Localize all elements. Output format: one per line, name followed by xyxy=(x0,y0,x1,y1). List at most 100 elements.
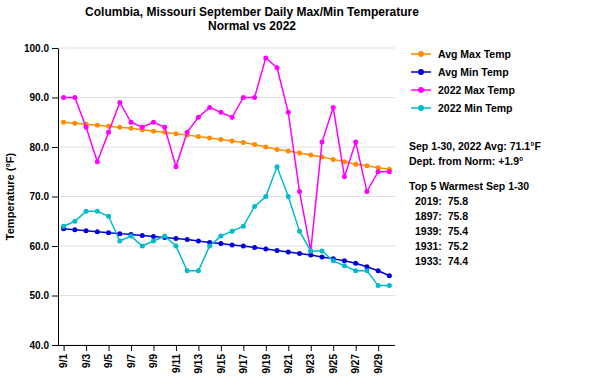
y-tick-label: 90.0 xyxy=(30,92,50,103)
legend-item: Avg Min Temp xyxy=(411,66,509,78)
x-tick: 9/29 xyxy=(373,345,384,373)
point xyxy=(387,283,392,288)
point xyxy=(196,268,201,273)
point xyxy=(185,268,190,273)
annotation: 1939: 75.4 xyxy=(415,225,468,237)
point xyxy=(95,229,100,234)
point xyxy=(319,140,324,145)
x-tick-label: 9/25 xyxy=(328,354,339,374)
x-tick: 9/21 xyxy=(283,345,294,373)
point xyxy=(275,248,280,253)
point xyxy=(353,268,358,273)
point xyxy=(61,224,66,229)
point xyxy=(207,136,212,141)
x-tick-label: 9/1 xyxy=(58,354,69,368)
point xyxy=(275,164,280,169)
point xyxy=(162,234,167,239)
x-tick-mark xyxy=(86,345,87,351)
annotation: Dept. from Norm: +1.9° xyxy=(409,155,523,167)
x-tick-mark xyxy=(64,345,65,351)
x-tick: 9/9 xyxy=(148,345,159,368)
y-tick-mark xyxy=(52,48,58,49)
point xyxy=(117,125,122,130)
point xyxy=(95,209,100,214)
point xyxy=(286,148,291,153)
y-tick: 70.0 xyxy=(30,191,58,202)
x-tick-label: 9/23 xyxy=(305,354,316,374)
point xyxy=(297,189,302,194)
annotations: Sep 1-30, 2022 Avg: 71.1°F Dept. from Nor… xyxy=(409,140,541,267)
x-tick-mark xyxy=(356,345,357,351)
point xyxy=(319,248,324,253)
series-line xyxy=(64,229,390,276)
point xyxy=(117,239,122,244)
point xyxy=(117,100,122,105)
x-tick-mark xyxy=(109,345,110,351)
x-tick-mark xyxy=(266,345,267,351)
point xyxy=(275,65,280,70)
y-tick-mark xyxy=(52,197,58,198)
point xyxy=(117,231,122,236)
point xyxy=(72,121,77,126)
x-tick: 9/25 xyxy=(328,345,339,373)
legend-marker xyxy=(418,51,424,57)
point xyxy=(230,243,235,248)
y-tick-mark xyxy=(52,98,58,99)
point xyxy=(342,174,347,179)
point xyxy=(241,244,246,249)
x-tick: 9/3 xyxy=(81,345,92,368)
legend-marker xyxy=(418,69,424,75)
x-tick: 9/5 xyxy=(103,345,114,368)
point xyxy=(129,126,134,131)
y-tick: 40.0 xyxy=(30,340,58,351)
legend-label: 2022 Min Temp xyxy=(438,102,513,114)
y-tick-label: 80.0 xyxy=(30,142,50,153)
x-tick: 9/27 xyxy=(350,345,361,373)
x-tick-label: 9/11 xyxy=(171,354,182,373)
point xyxy=(173,236,178,241)
title-line: Normal vs 2022 xyxy=(208,19,296,33)
x-tick: 9/7 xyxy=(126,345,137,368)
x-axis: 9/19/39/59/79/99/119/139/159/179/199/219… xyxy=(58,345,395,373)
point xyxy=(387,169,392,174)
point xyxy=(387,273,392,278)
point xyxy=(84,125,89,130)
annotation: 2019: 75.8 xyxy=(415,195,468,207)
x-tick-label: 9/5 xyxy=(103,354,114,368)
point xyxy=(61,95,66,100)
point xyxy=(263,145,268,150)
point xyxy=(95,159,100,164)
point xyxy=(106,230,111,235)
x-tick-label: 9/3 xyxy=(81,354,92,368)
point xyxy=(331,105,336,110)
point xyxy=(84,228,89,233)
legend-label: Avg Max Temp xyxy=(438,48,511,60)
point xyxy=(151,129,156,134)
y-tick: 50.0 xyxy=(30,290,58,301)
y-tick-mark xyxy=(52,246,58,247)
y-tick: 80.0 xyxy=(30,142,58,153)
x-tick-label: 9/17 xyxy=(238,354,249,374)
point xyxy=(218,241,223,246)
point xyxy=(331,157,336,162)
x-tick-label: 9/7 xyxy=(126,354,137,368)
point xyxy=(263,55,268,60)
y-tick-mark xyxy=(52,296,58,297)
point xyxy=(207,105,212,110)
point xyxy=(173,131,178,136)
x-tick-mark xyxy=(176,345,177,351)
point xyxy=(286,194,291,199)
point xyxy=(61,120,66,125)
y-tick-mark xyxy=(52,345,58,346)
point xyxy=(72,227,77,232)
x-tick-label: 9/27 xyxy=(350,354,361,374)
point xyxy=(319,254,324,259)
point xyxy=(286,110,291,115)
y-tick-label: 40.0 xyxy=(30,340,50,351)
point xyxy=(196,115,201,120)
grid xyxy=(58,48,395,345)
point xyxy=(207,244,212,249)
legend-label: Avg Min Temp xyxy=(438,66,509,78)
annotation: Sep 1-30, 2022 Avg: 71.1°F xyxy=(409,140,541,152)
legend-item: Avg Max Temp xyxy=(411,48,511,60)
